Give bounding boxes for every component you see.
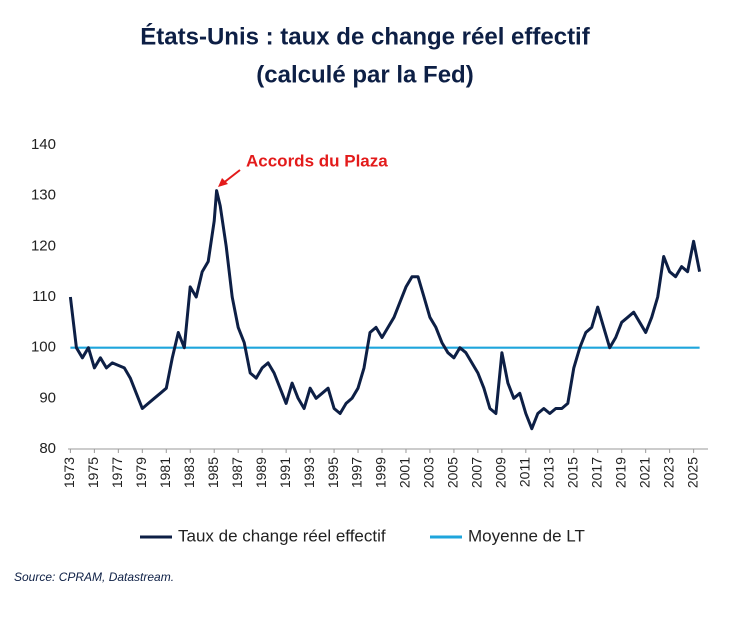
y-tick-label: 90 <box>39 389 56 406</box>
x-tick-label: 2003 <box>421 457 437 488</box>
chart-subtitle: (calculé par la Fed) <box>256 61 473 88</box>
y-tick-label: 80 <box>39 440 56 457</box>
source: Source: CPRAM, Datastream. <box>14 570 174 584</box>
x-tick-label: 2001 <box>397 457 413 488</box>
x-tick-label: 1975 <box>85 457 101 488</box>
x-tick-label: 2015 <box>564 457 580 488</box>
x-tick-label: 1999 <box>373 457 389 488</box>
x-tick-label: 1997 <box>349 457 365 488</box>
x-tick-label: 1991 <box>277 457 293 488</box>
y-tick-label: 140 <box>31 136 56 153</box>
arrow-head <box>218 178 228 187</box>
x-tick-label: 2007 <box>469 457 485 488</box>
x-tick-label: 2017 <box>588 457 604 488</box>
y-tick-label: 120 <box>31 237 56 254</box>
x-tick-label: 1995 <box>325 457 341 488</box>
x-tick-label: 1985 <box>205 457 221 488</box>
x-tick-label: 1979 <box>133 457 149 488</box>
x-tick-label: 1987 <box>229 457 245 488</box>
x-tick-label: 2025 <box>684 457 700 488</box>
chart-title: États-Unis : taux de change réel effecti… <box>140 22 590 50</box>
y-tick-label: 130 <box>31 187 56 204</box>
x-tick-label: 1977 <box>109 457 125 488</box>
x-tick-label: 2005 <box>445 457 461 488</box>
x-tick-label: 2019 <box>612 457 628 488</box>
x-tick-label: 2013 <box>541 457 557 488</box>
y-tick-label: 100 <box>31 339 56 356</box>
legend-label: Taux de change réel effectif <box>178 526 386 545</box>
legend-label: Moyenne de LT <box>468 526 585 545</box>
annotation: Accords du Plaza <box>246 151 388 170</box>
x-tick-label: 1983 <box>181 457 197 488</box>
line <box>68 189 702 431</box>
x-tick-label: 2011 <box>517 457 533 487</box>
y-tick-label: 110 <box>32 288 56 305</box>
x-tick-label: 1981 <box>157 457 173 488</box>
x-tick-label: 1989 <box>253 457 269 488</box>
x-tick-label: 2009 <box>493 457 509 488</box>
x-tick-label: 1973 <box>61 457 77 488</box>
x-tick-label: 2021 <box>636 457 652 488</box>
x-tick-label: 2023 <box>660 457 676 488</box>
x-tick-label: 1993 <box>301 457 317 488</box>
